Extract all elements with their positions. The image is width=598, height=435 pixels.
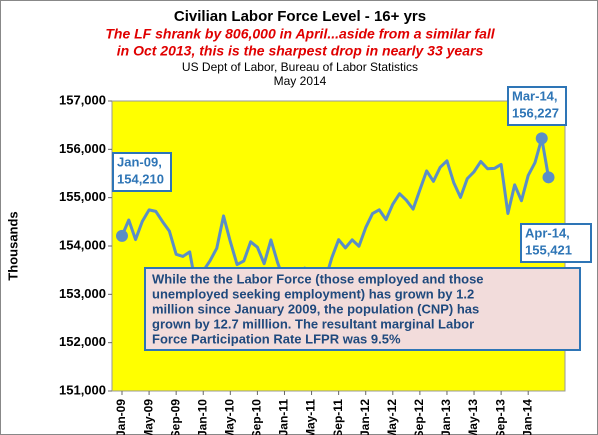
x-tick-label: Jan-14 <box>520 399 534 435</box>
note-text: grown by 12.7 milllion. The resultant ma… <box>152 316 474 331</box>
annotation-box <box>520 223 592 263</box>
x-tick-label: May-12 <box>385 399 399 435</box>
x-tick-label: May-09 <box>141 399 155 435</box>
x-tick-label: Sep-10 <box>250 399 264 435</box>
x-tick-label: Sep-13 <box>493 399 507 435</box>
subtitle: in Oct 2013, this is the sharpest drop i… <box>117 43 484 59</box>
subtitle: The LF shrank by 806,000 in April...asid… <box>105 26 495 42</box>
note-text: Force Participation Rate LFPR was 9.5% <box>152 331 401 346</box>
x-tick-label: May-10 <box>222 399 236 435</box>
note-box <box>144 267 581 351</box>
annotation-text: 155,421 <box>525 242 572 257</box>
note-text: While the the Labor Force (those employe… <box>152 271 484 286</box>
y-tick-label: 152,000 <box>59 334 106 349</box>
x-tick-label: Jan-12 <box>358 399 372 435</box>
note-text: unemployed seeking employment) has grown… <box>152 286 474 301</box>
annotation-text: 156,227 <box>512 105 559 120</box>
source: US Dept of Labor, Bureau of Labor Statis… <box>182 60 418 74</box>
annotation-text: Apr-14, <box>525 225 570 240</box>
point-marker <box>535 132 548 145</box>
y-tick-label: 153,000 <box>59 286 106 301</box>
y-axis-label: Thousands <box>5 211 20 280</box>
x-tick-label: Sep-09 <box>168 399 182 435</box>
annotation-box <box>112 152 172 192</box>
y-tick-label: 155,000 <box>59 189 106 204</box>
x-tick-label: May-11 <box>304 399 318 435</box>
annotation-text: Mar-14, <box>512 88 558 103</box>
y-tick-label: 157,000 <box>59 92 106 107</box>
point-marker <box>116 229 128 242</box>
annotation-text: Jan-09, <box>117 154 162 169</box>
chart-title: Civilian Labor Force Level - 16+ yrs <box>174 8 426 25</box>
x-tick-label: Jan-13 <box>439 399 453 435</box>
annotation-box <box>507 86 567 126</box>
x-tick-label: Jan-09 <box>114 399 128 435</box>
x-tick-label: May-13 <box>466 399 480 435</box>
y-tick-label: 156,000 <box>59 141 106 156</box>
x-tick-label: Jan-10 <box>195 399 209 435</box>
annotation-text: 154,210 <box>117 171 164 186</box>
x-tick-label: Sep-11 <box>331 399 345 435</box>
y-tick-label: 151,000 <box>59 382 106 397</box>
x-tick-label: Sep-12 <box>412 399 426 435</box>
source: May 2014 <box>274 74 327 88</box>
x-tick-label: Jan-11 <box>277 399 291 435</box>
point-marker <box>542 171 555 184</box>
y-tick-label: 154,000 <box>59 237 106 252</box>
note-text: million since January 2009, the populati… <box>152 301 479 316</box>
